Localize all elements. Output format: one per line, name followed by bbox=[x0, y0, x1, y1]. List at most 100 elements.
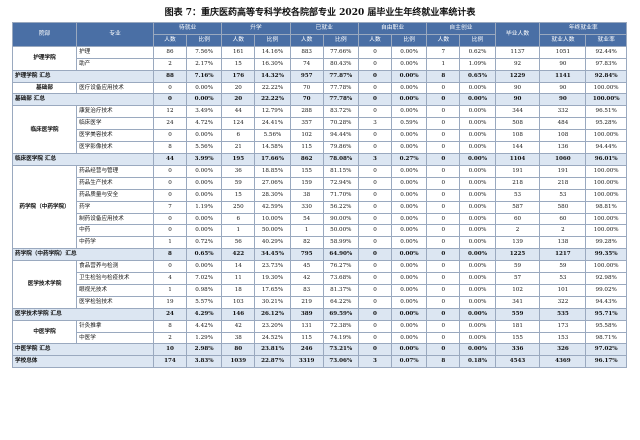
value-cell: 15 bbox=[221, 188, 256, 202]
header-dept: 院部 bbox=[11, 22, 78, 47]
summary-value: 0.00% bbox=[459, 307, 496, 321]
summary-row: 药学院（中药学院）汇总 8 0.65% 422 34.45% 795 64.90% 0 0.00… bbox=[12, 248, 627, 262]
value-cell: 22.22% bbox=[254, 81, 291, 95]
value-cell: 92.98% bbox=[585, 272, 627, 285]
header-rate-group: 年终就业率 bbox=[539, 22, 627, 35]
value-cell: 24 bbox=[152, 117, 188, 131]
value-cell: 40.29% bbox=[254, 236, 291, 250]
value-cell: 0 bbox=[426, 105, 461, 119]
header-major: 专业 bbox=[76, 22, 154, 47]
value-cell: 1.29% bbox=[186, 331, 223, 345]
header-sub-count: 人数 bbox=[289, 33, 324, 47]
value-cell: 0.00% bbox=[459, 129, 496, 143]
value-cell: 100.00% bbox=[585, 176, 627, 190]
total-value: 174 bbox=[152, 355, 188, 369]
value-cell: 0 bbox=[426, 224, 461, 238]
summary-value: 535 bbox=[539, 307, 587, 321]
value-cell: 27.06% bbox=[254, 176, 291, 190]
summary-label: 临床医学院 汇总 bbox=[12, 152, 154, 166]
summary-value: 77.87% bbox=[322, 69, 359, 83]
value-cell: 0.00% bbox=[391, 331, 428, 345]
table-header: 院部 专业 待就业 升学 已就业 自由职业 自主创业 毕业人数 年终就业率 人数… bbox=[11, 22, 627, 47]
major-cell: 中药 bbox=[76, 224, 154, 238]
total-value: 3319 bbox=[289, 355, 324, 369]
summary-value: 0 bbox=[357, 93, 393, 107]
value-cell: 108 bbox=[494, 129, 541, 143]
summary-value: 0 bbox=[426, 152, 461, 166]
value-cell: 99.02% bbox=[585, 283, 627, 297]
value-cell: 0 bbox=[426, 117, 461, 131]
value-cell: 0 bbox=[152, 129, 188, 143]
summary-value: 80 bbox=[221, 343, 256, 357]
summary-value: 4.29% bbox=[186, 307, 223, 321]
value-cell: 50.00% bbox=[254, 224, 291, 238]
major-cell: 食品营养与检测 bbox=[76, 260, 154, 274]
table-row: 助产 2 2.17% 15 16.30% 74 80.43% 0 0.00% 1 1.09% 92 90… bbox=[13, 57, 627, 71]
summary-value: 0.65% bbox=[459, 69, 496, 83]
summary-value: 0.00% bbox=[391, 343, 428, 357]
major-cell: 卫生检验与检疫技术 bbox=[76, 272, 154, 285]
value-cell: 144 bbox=[494, 141, 541, 154]
summary-value: 0 bbox=[357, 307, 393, 321]
value-cell: 42 bbox=[221, 319, 256, 333]
summary-value: 795 bbox=[289, 248, 324, 262]
value-cell: 4.72% bbox=[186, 117, 223, 131]
value-cell: 38 bbox=[221, 331, 256, 345]
summary-value: 1104 bbox=[494, 152, 541, 166]
value-cell: 100.00% bbox=[585, 224, 627, 238]
summary-value: 246 bbox=[289, 343, 324, 357]
summary-value: 22.22% bbox=[254, 93, 291, 107]
summary-row: 中医学院 汇总 10 2.98% 80 23.81% 246 73.21% 0 0.00% 0 0.… bbox=[12, 343, 627, 357]
value-cell: 0.00% bbox=[186, 81, 223, 95]
summary-value: 44 bbox=[152, 152, 188, 166]
value-cell: 102 bbox=[289, 129, 324, 143]
summary-value: 77.78% bbox=[322, 93, 359, 107]
summary-value: 20 bbox=[221, 93, 256, 107]
value-cell: 580 bbox=[539, 200, 587, 214]
value-cell: 0.00% bbox=[391, 319, 428, 333]
value-cell: 77.66% bbox=[322, 45, 359, 59]
major-cell: 医学影像技术 bbox=[76, 141, 154, 154]
value-cell: 100.00% bbox=[585, 129, 627, 143]
summary-value: 23.81% bbox=[254, 343, 291, 357]
value-cell: 0.00% bbox=[391, 200, 428, 214]
value-cell: 1137 bbox=[494, 45, 541, 59]
value-cell: 6 bbox=[221, 212, 256, 226]
value-cell: 0 bbox=[357, 224, 393, 238]
table-row: 卫生检验与检疫技术 4 7.02% 11 19.30% 42 73.68% 0 0.00% 0 0.… bbox=[13, 272, 627, 285]
value-cell: 0 bbox=[426, 141, 461, 154]
value-cell: 95.28% bbox=[585, 117, 627, 131]
value-cell: 70.28% bbox=[322, 117, 359, 131]
value-cell: 0 bbox=[426, 295, 461, 309]
summary-value: 1229 bbox=[494, 69, 541, 83]
value-cell: 56 bbox=[221, 236, 256, 250]
value-cell: 0.62% bbox=[459, 45, 496, 59]
value-cell: 0.00% bbox=[391, 129, 428, 143]
value-cell: 288 bbox=[289, 105, 324, 119]
header-sub-ratio: 比例 bbox=[459, 33, 496, 47]
value-cell: 0 bbox=[426, 164, 461, 178]
value-cell: 1 bbox=[152, 236, 188, 250]
summary-value: 8 bbox=[152, 248, 188, 262]
value-cell: 131 bbox=[289, 319, 324, 333]
value-cell: 219 bbox=[289, 295, 324, 309]
value-cell: 60 bbox=[494, 212, 541, 226]
value-cell: 14 bbox=[221, 260, 256, 274]
summary-value: 1217 bbox=[539, 248, 587, 262]
value-cell: 161 bbox=[221, 45, 256, 59]
value-cell: 0 bbox=[357, 176, 393, 190]
summary-value: 97.02% bbox=[585, 343, 627, 357]
summary-value: 0 bbox=[426, 93, 461, 107]
value-cell: 82 bbox=[289, 236, 324, 250]
value-cell: 1.09% bbox=[459, 57, 496, 71]
table-row: 中药学 1 0.72% 56 40.29% 82 58.99% 0 0.00% 0 0.00% 139… bbox=[13, 236, 627, 250]
value-cell: 587 bbox=[494, 200, 541, 214]
summary-value: 2.98% bbox=[186, 343, 223, 357]
value-cell: 30.21% bbox=[254, 295, 291, 309]
value-cell: 0 bbox=[357, 331, 393, 345]
value-cell: 7.56% bbox=[186, 45, 223, 59]
header-sub-count: 人数 bbox=[357, 33, 393, 47]
value-cell: 0.00% bbox=[391, 260, 428, 274]
value-cell: 100.00% bbox=[585, 188, 627, 202]
value-cell: 0 bbox=[426, 272, 461, 285]
